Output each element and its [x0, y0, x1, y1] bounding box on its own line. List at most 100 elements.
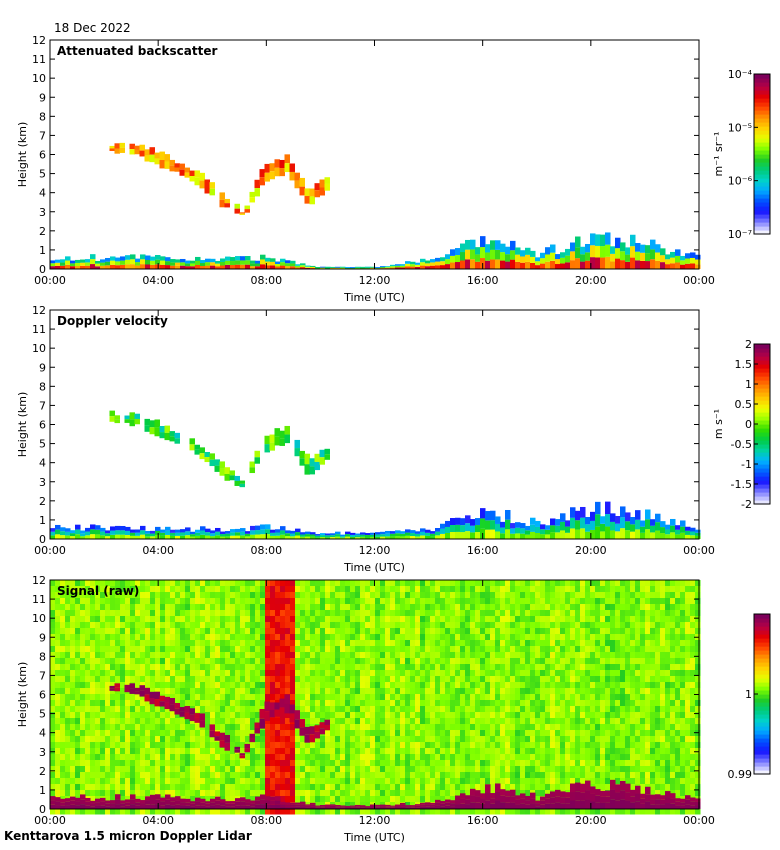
- signal-cell: [345, 736, 351, 743]
- signal-cell: [180, 646, 186, 653]
- signal-cell: [150, 652, 156, 659]
- boundary-layer-cell: [455, 524, 461, 532]
- signal-cell: [110, 628, 116, 635]
- signal-cell: [310, 610, 316, 617]
- signal-cell: [70, 622, 76, 629]
- signal-cell: [215, 706, 221, 713]
- signal-cell: [80, 808, 86, 815]
- signal-cell: [380, 760, 386, 767]
- boundary-layer-cell: [135, 258, 141, 263]
- signal-cell: [485, 730, 491, 737]
- signal-cell: [115, 730, 121, 737]
- signal-cell: [55, 790, 61, 797]
- signal-cell: [535, 580, 541, 587]
- signal-cell: [75, 724, 81, 731]
- signal-cell: [170, 784, 176, 791]
- signal-cell: [130, 784, 136, 791]
- signal-cell: [120, 688, 126, 695]
- signal-cell: [145, 676, 151, 683]
- signal-cell: [340, 712, 346, 719]
- signal-cell: [370, 664, 376, 671]
- signal-cell: [240, 778, 246, 785]
- signal-cell: [420, 736, 426, 743]
- signal-cell: [185, 682, 191, 689]
- signal-cell: [240, 784, 246, 791]
- boundary-layer-cell: [440, 523, 446, 529]
- signal-cell: [440, 670, 446, 677]
- signal-cell: [85, 730, 91, 737]
- boundary-layer-cell: [560, 263, 566, 269]
- signal-cell: [175, 604, 181, 611]
- boundary-layer-cell: [565, 520, 571, 527]
- signal-cell: [395, 658, 401, 665]
- signal-cell: [365, 688, 371, 695]
- signal-cell: [340, 802, 346, 809]
- signal-cell: [80, 688, 86, 695]
- signal-cell: [535, 604, 541, 611]
- boundary-layer-cell: [330, 533, 336, 536]
- signal-cell: [180, 730, 186, 737]
- signal-cell: [145, 766, 151, 773]
- signal-cell: [75, 604, 81, 611]
- signal-cell: [340, 646, 346, 653]
- signal-cell: [390, 592, 396, 599]
- signal-cell: [90, 622, 96, 629]
- signal-cell: [460, 694, 466, 701]
- boundary-layer-cell: [535, 257, 541, 262]
- signal-cell: [300, 646, 306, 653]
- signal-cell: [115, 580, 121, 587]
- signal-cell: [400, 754, 406, 761]
- signal-cell: [305, 748, 311, 755]
- signal-cell: [95, 646, 101, 653]
- boundary-layer-cell: [630, 531, 636, 539]
- signal-cell: [270, 790, 276, 797]
- signal-cell: [410, 730, 416, 737]
- signal-cell: [425, 742, 431, 749]
- signal-cell: [460, 790, 466, 797]
- signal-cell: [60, 754, 66, 761]
- signal-cell: [115, 670, 121, 677]
- signal-cell: [405, 706, 411, 713]
- signal-cell: [490, 688, 496, 695]
- cloud-cell: [134, 149, 140, 155]
- boundary-layer-cell: [300, 265, 306, 268]
- signal-cell: [125, 700, 131, 707]
- signal-cell: [385, 610, 391, 617]
- signal-cell: [130, 772, 136, 779]
- signal-cell: [50, 598, 56, 605]
- signal-cell: [95, 640, 101, 647]
- signal-cell: [465, 742, 471, 749]
- x-tick-label: 00:00: [683, 274, 715, 287]
- signal-cell: [430, 730, 436, 737]
- signal-cell: [140, 748, 146, 755]
- signal-cell: [385, 736, 391, 743]
- cloud-cell: [234, 208, 240, 214]
- signal-cell: [440, 604, 446, 611]
- signal-cell: [425, 784, 431, 791]
- boundary-layer-cell: [510, 528, 516, 534]
- cloud-cell: [219, 199, 225, 208]
- signal-cell: [220, 754, 226, 761]
- signal-cell: [285, 742, 291, 749]
- signal-cell: [155, 604, 161, 611]
- boundary-layer-cell: [425, 535, 431, 539]
- signal-cell: [460, 700, 466, 707]
- signal-cell: [395, 700, 401, 707]
- signal-cell: [425, 778, 431, 785]
- signal-cell: [375, 652, 381, 659]
- signal-cell: [445, 700, 451, 707]
- signal-cell: [370, 778, 376, 785]
- signal-cell: [145, 724, 151, 731]
- signal-cell: [355, 754, 361, 761]
- signal-cell: [145, 586, 151, 593]
- signal-cell: [475, 736, 481, 743]
- boundary-layer-cell: [680, 255, 686, 261]
- boundary-layer-cell: [350, 534, 356, 537]
- signal-cell: [355, 700, 361, 707]
- signal-cell: [315, 622, 321, 629]
- signal-cell: [350, 658, 356, 665]
- signal-cell: [305, 610, 311, 617]
- signal-cell: [515, 700, 521, 707]
- signal-cell: [260, 748, 266, 755]
- signal-cell: [360, 670, 366, 677]
